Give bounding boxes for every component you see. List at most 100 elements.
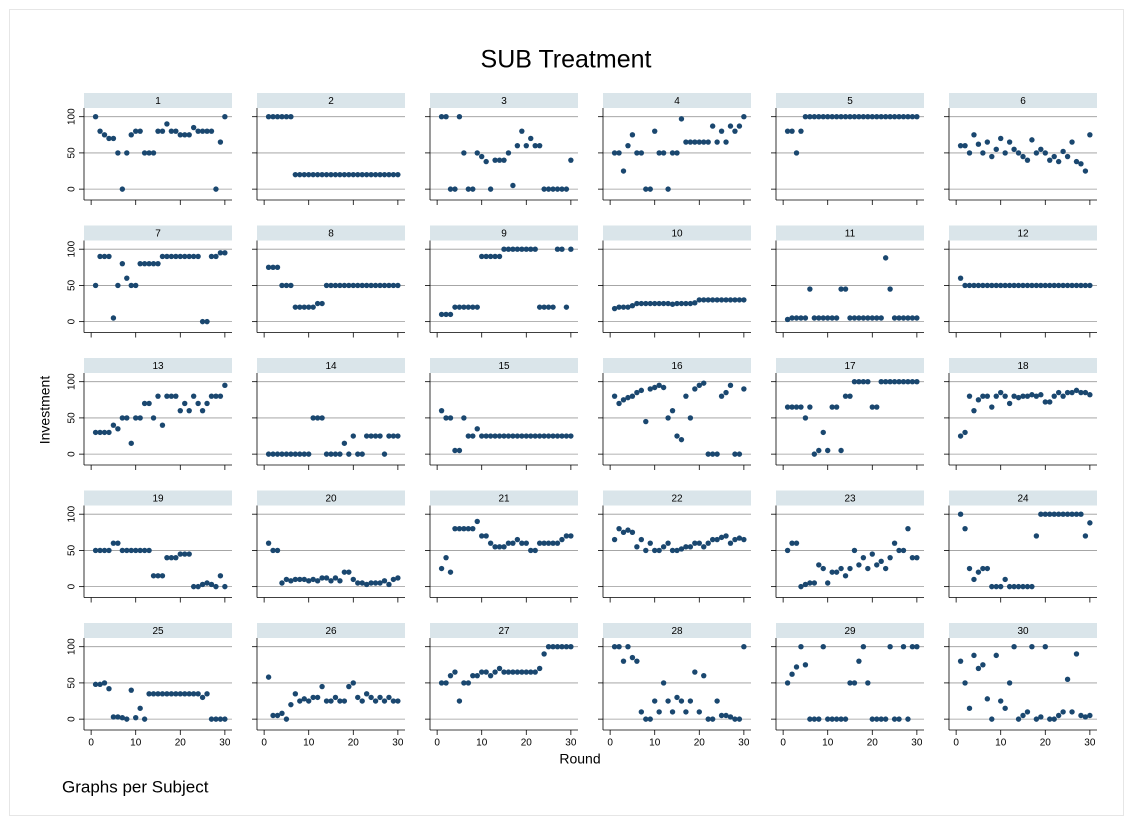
point — [288, 113, 294, 120]
point — [798, 404, 804, 410]
point — [957, 275, 964, 281]
panel-strip — [84, 490, 232, 506]
point — [736, 451, 743, 457]
point — [909, 643, 916, 650]
x-tick-label: 0 — [434, 738, 440, 749]
point — [647, 300, 653, 307]
point — [847, 315, 853, 321]
point — [838, 447, 844, 454]
point — [741, 113, 747, 120]
point — [825, 113, 831, 120]
x-tick-label: 20 — [175, 738, 187, 749]
point — [669, 150, 676, 156]
point — [1024, 393, 1031, 399]
point — [905, 525, 911, 532]
point — [443, 113, 449, 120]
point — [124, 716, 130, 722]
point — [487, 433, 494, 439]
point — [350, 576, 356, 583]
point — [265, 264, 272, 271]
point — [643, 547, 649, 554]
panel-title: 9 — [501, 229, 507, 240]
point — [1033, 150, 1040, 156]
point — [660, 680, 667, 686]
point — [274, 264, 281, 271]
point — [141, 547, 148, 554]
point — [789, 540, 795, 546]
point — [784, 404, 791, 410]
point — [306, 171, 312, 178]
point — [1073, 387, 1080, 394]
point — [492, 433, 498, 439]
point — [519, 540, 525, 546]
point — [217, 393, 224, 399]
point — [554, 186, 561, 192]
point — [568, 643, 574, 650]
point — [856, 658, 862, 664]
point — [341, 698, 348, 704]
point — [155, 260, 161, 267]
point — [110, 714, 117, 720]
point — [101, 680, 108, 686]
panel-title: 20 — [325, 494, 337, 505]
point — [833, 404, 840, 410]
point — [115, 540, 121, 546]
point — [966, 705, 973, 711]
point — [337, 282, 343, 289]
panel-strip — [257, 225, 405, 241]
point — [461, 150, 467, 156]
point — [182, 551, 188, 557]
point — [900, 315, 907, 321]
point — [390, 282, 397, 289]
point — [1011, 583, 1017, 590]
point — [687, 698, 694, 704]
point — [874, 315, 880, 321]
point — [119, 415, 126, 421]
point — [1038, 714, 1044, 720]
point — [914, 113, 920, 120]
point — [195, 253, 201, 260]
point — [137, 260, 143, 267]
panel-strip — [257, 490, 405, 506]
point — [851, 680, 858, 686]
point — [297, 698, 303, 704]
point — [368, 580, 374, 586]
x-tick-label: 0 — [607, 738, 613, 749]
point — [865, 315, 871, 321]
point — [1038, 392, 1044, 398]
panel-title: 19 — [152, 494, 164, 505]
point — [683, 709, 689, 715]
point — [265, 540, 272, 546]
point — [718, 297, 725, 303]
point — [523, 246, 529, 252]
point — [545, 540, 552, 546]
point — [164, 554, 170, 561]
point — [1064, 282, 1071, 289]
point — [1002, 150, 1008, 156]
point — [501, 544, 507, 550]
point — [487, 540, 494, 546]
point — [1055, 282, 1062, 289]
point — [878, 315, 884, 321]
point — [993, 282, 999, 289]
point — [1060, 393, 1066, 399]
point — [882, 565, 889, 572]
point — [971, 132, 977, 138]
point — [323, 282, 330, 289]
panel-title: 8 — [328, 229, 334, 240]
y-tick-label: 100 — [67, 373, 78, 390]
point — [687, 300, 694, 307]
point — [1069, 139, 1075, 145]
point — [674, 433, 680, 439]
point — [106, 547, 112, 554]
point — [833, 113, 840, 120]
point — [905, 378, 911, 385]
point — [820, 643, 826, 650]
point — [159, 691, 166, 697]
point — [656, 547, 662, 554]
point — [909, 113, 916, 120]
point — [470, 304, 476, 310]
point — [438, 407, 445, 414]
point — [528, 135, 534, 142]
point — [718, 534, 725, 541]
